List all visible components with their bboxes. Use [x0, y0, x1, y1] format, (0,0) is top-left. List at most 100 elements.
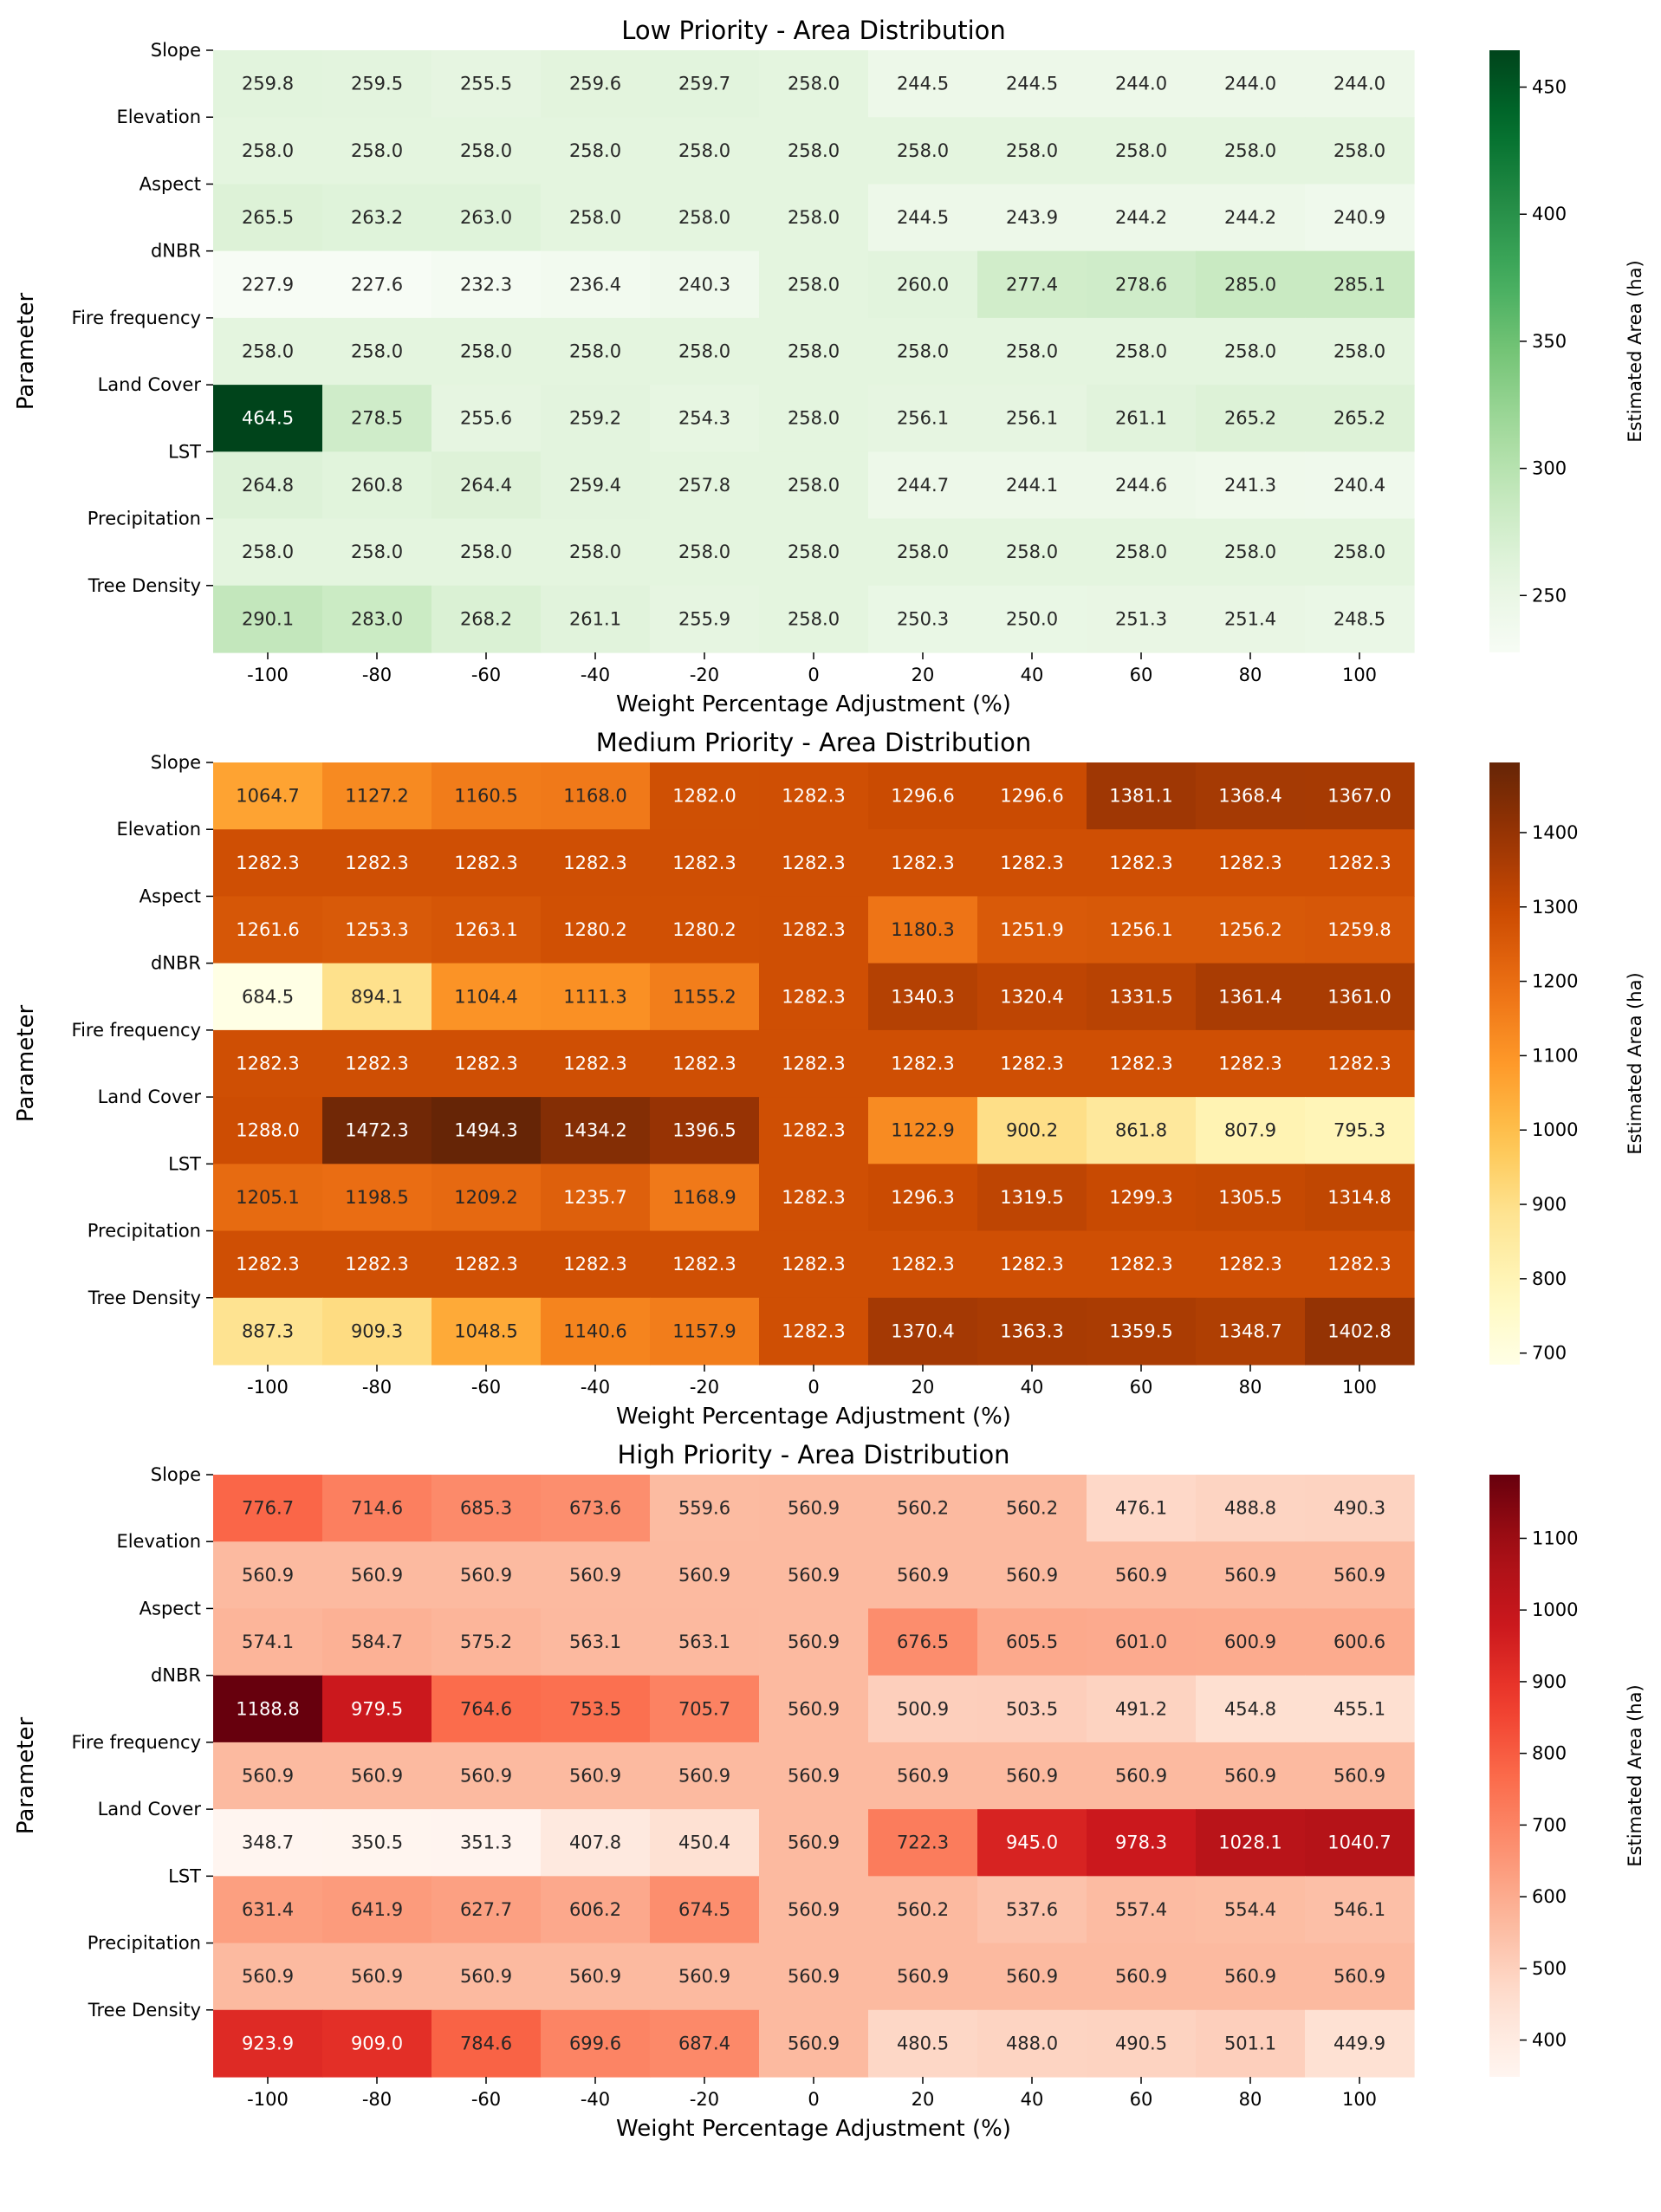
heatmap-cell: [541, 829, 651, 898]
colorbar-tick-label: 1000: [1532, 1599, 1578, 1620]
cell-value-label: 258.0: [569, 542, 621, 562]
cell-value-label: 261.1: [569, 608, 621, 629]
heatmap-cell: [322, 1097, 432, 1164]
heatmap-cell: [1087, 317, 1197, 386]
cell-value-label: 1361.4: [1218, 986, 1281, 1007]
cell-value-label: 476.1: [1115, 1498, 1167, 1519]
x-tick-label: -40: [581, 2089, 610, 2110]
cell-value-label: 1259.8: [1327, 919, 1391, 940]
cell-value-label: 1282.3: [782, 1320, 845, 1341]
x-tick-label: -100: [247, 665, 289, 685]
cell-value-label: 560.9: [1115, 1565, 1167, 1586]
y-tick-label: Land Cover: [98, 374, 202, 395]
heatmap-cell: [1087, 2009, 1197, 2078]
x-tick-label: -60: [471, 2089, 501, 2110]
cell-value-label: 258.0: [569, 341, 621, 362]
heatmap-cell: [1087, 1742, 1197, 1810]
cell-value-label: 258.0: [788, 140, 840, 161]
heatmap-cell: [650, 1297, 760, 1365]
heatmap-cell: [1087, 1164, 1197, 1232]
heatmap-cell: [977, 184, 1087, 252]
x-tick-label: 80: [1239, 665, 1262, 685]
cell-value-label: 1188.8: [236, 1698, 299, 1719]
cell-value-label: 491.2: [1115, 1698, 1167, 1719]
cell-value-label: 1263.1: [454, 919, 517, 940]
heatmap-cell: [213, 829, 323, 898]
heatmap-cell: [1196, 963, 1306, 1031]
heatmap-cell: [977, 1097, 1087, 1164]
heatmap-cell: [868, 184, 978, 252]
colorbar-tick-label: 500: [1532, 1958, 1567, 1979]
colorbar-tick-label: 1100: [1532, 1528, 1578, 1548]
heatmap-cell: [1196, 1029, 1306, 1098]
heatmap-cell: [541, 1876, 651, 1944]
cell-value-label: 1381.1: [1109, 786, 1172, 807]
heatmap-cell: [1305, 1742, 1415, 1810]
cell-value-label: 1359.5: [1109, 1320, 1172, 1341]
heatmap-cell: [1196, 1809, 1306, 1877]
cell-value-label: 1282.0: [672, 786, 736, 807]
cell-value-label: 1494.3: [454, 1120, 517, 1141]
x-tick-label: 20: [912, 665, 935, 685]
x-tick-label: 80: [1239, 2089, 1262, 2110]
colorbar-tick-label: 900: [1532, 1194, 1567, 1215]
cell-value-label: 563.1: [678, 1631, 730, 1652]
heatmap-cell: [650, 250, 760, 319]
cell-value-label: 1040.7: [1327, 1833, 1391, 1853]
cell-value-label: 1160.5: [454, 786, 517, 807]
heatmap-cell: [541, 963, 651, 1031]
cell-value-label: 490.5: [1115, 2033, 1167, 2053]
cell-value-label: 256.1: [897, 408, 949, 429]
heatmap-cell: [1305, 1541, 1415, 1610]
heatmap-cell: [1305, 2009, 1415, 2078]
cell-value-label: 258.0: [460, 542, 512, 562]
x-tick-label: -60: [471, 1377, 501, 1398]
heatmap-cell: [213, 317, 323, 386]
cell-value-label: 560.9: [788, 1498, 840, 1519]
cell-value-label: 258.0: [1333, 542, 1385, 562]
y-tick-label: LST: [168, 1865, 201, 1886]
cell-value-label: 1282.3: [1218, 1254, 1281, 1275]
heatmap-cell: [431, 963, 542, 1031]
heatmap-cell: [1305, 1809, 1415, 1877]
heatmap-cell: [213, 385, 323, 452]
heatmap-cell: [868, 1297, 978, 1365]
cell-value-label: 1370.4: [891, 1320, 954, 1341]
cell-value-label: 244.5: [897, 207, 949, 228]
heatmap-cell: [213, 50, 323, 118]
heatmap-cell: [977, 1675, 1087, 1743]
cell-value-label: 260.0: [897, 274, 949, 295]
cell-value-label: 795.3: [1333, 1120, 1385, 1141]
cell-value-label: 480.5: [897, 2033, 949, 2053]
heatmap-cell: [1087, 1029, 1197, 1098]
heatmap-cell: [1305, 184, 1415, 252]
cell-value-label: 560.9: [788, 1698, 840, 1719]
heatmap-cell: [759, 250, 869, 319]
heatmap-cell: [431, 762, 542, 830]
cell-value-label: 1282.3: [454, 1054, 517, 1074]
cell-value-label: 348.7: [242, 1833, 294, 1853]
cell-value-label: 909.0: [351, 2033, 403, 2053]
heatmap-cell: [977, 1475, 1087, 1542]
heatmap-cell: [868, 2009, 978, 2078]
cell-value-label: 258.0: [1224, 542, 1276, 562]
cell-value-label: 1064.7: [236, 786, 299, 807]
colorbar-label: Estimated Area (ha): [1625, 1684, 1645, 1866]
cell-value-label: 1280.2: [563, 919, 626, 940]
heatmap-cell: [1087, 963, 1197, 1031]
heatmap-cell: [650, 2009, 760, 2078]
heatmap-cell: [977, 1164, 1087, 1232]
chart-title: High Priority - Area Distribution: [617, 1440, 1009, 1469]
cell-value-label: 244.1: [1006, 475, 1058, 496]
cell-value-label: 560.9: [460, 1766, 512, 1787]
heatmap-cell: [213, 963, 323, 1031]
y-tick-label: Slope: [151, 752, 201, 773]
heatmap-cell: [868, 317, 978, 386]
cell-value-label: 488.8: [1224, 1498, 1276, 1519]
heatmap-cell: [977, 117, 1087, 185]
cell-value-label: 1282.3: [782, 1120, 845, 1141]
cell-value-label: 258.0: [1224, 341, 1276, 362]
y-tick-label: Elevation: [116, 819, 201, 840]
cell-value-label: 560.9: [242, 1766, 294, 1787]
heatmap-cell: [1087, 250, 1197, 319]
